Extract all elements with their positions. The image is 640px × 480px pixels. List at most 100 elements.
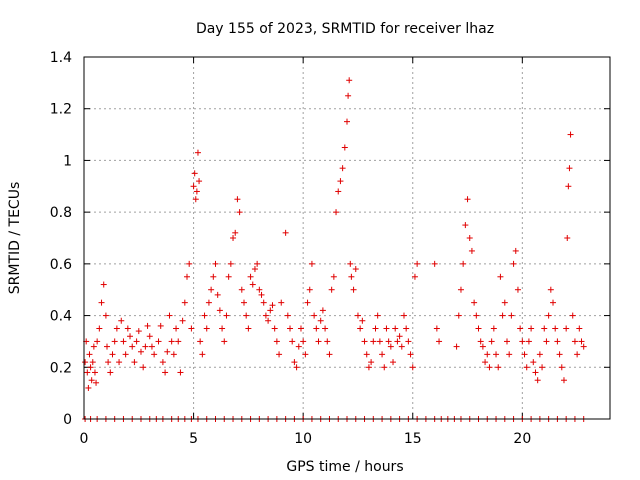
data-point [179, 317, 186, 324]
data-point [563, 325, 570, 332]
data-point [365, 364, 372, 371]
data-point [170, 351, 177, 358]
data-point [164, 348, 171, 355]
data-point [317, 317, 324, 324]
x-axis-label: GPS time / hours [286, 459, 403, 475]
data-point [495, 364, 502, 371]
y-tick-label: 0.2 [50, 360, 72, 376]
data-point [168, 338, 175, 345]
data-point [324, 338, 331, 345]
data-point [140, 364, 147, 371]
data-point [503, 338, 510, 345]
data-point [113, 325, 120, 332]
data-point [431, 260, 438, 267]
data-point [93, 379, 100, 386]
data-point [84, 369, 91, 376]
data-point [243, 312, 250, 319]
data-point [273, 338, 280, 345]
data-point [89, 359, 96, 366]
data-point [157, 322, 164, 329]
data-point [471, 299, 478, 306]
data-point [346, 77, 353, 84]
y-tick-label: 1 [63, 153, 72, 169]
data-point [254, 260, 261, 267]
data-point [199, 351, 206, 358]
data-point [381, 364, 388, 371]
data-point [359, 317, 366, 324]
data-point [339, 165, 346, 172]
data-point [403, 325, 410, 332]
data-point [475, 325, 482, 332]
data-point [111, 338, 118, 345]
data-point [506, 351, 513, 358]
axis-ticks: 0 0.2 0.4 0.6 0.8 1 1.2 1.4 0 5 10 15 20 [50, 50, 610, 447]
data-point [547, 286, 554, 293]
data-point [490, 325, 497, 332]
grid-lines [84, 57, 610, 419]
data-point [245, 325, 252, 332]
data-point [262, 312, 269, 319]
data-point [223, 312, 230, 319]
data-point [193, 188, 200, 195]
data-point [289, 338, 296, 345]
data-point [282, 229, 289, 236]
data-point [523, 364, 530, 371]
data-point [517, 325, 524, 332]
data-point [528, 325, 535, 332]
data-point [376, 338, 383, 345]
data-point [236, 209, 243, 216]
data-point [186, 260, 193, 267]
data-point [201, 312, 208, 319]
data-point [554, 338, 561, 345]
data-point [398, 343, 405, 350]
data-point [567, 131, 574, 138]
data-point [565, 183, 572, 190]
data-point [181, 299, 188, 306]
data-point [124, 325, 131, 332]
data-point [221, 338, 228, 345]
data-point [291, 359, 298, 366]
data-point [137, 348, 144, 355]
data-point [564, 235, 571, 241]
data-point [328, 286, 335, 293]
data-point [100, 281, 107, 288]
data-point [335, 188, 342, 195]
data-point [234, 196, 241, 203]
data-point [499, 312, 506, 319]
data-point [333, 209, 340, 216]
data-point [390, 359, 397, 366]
data-point [146, 333, 153, 340]
data-point [295, 343, 302, 350]
data-point [155, 338, 162, 345]
data-point [319, 307, 326, 314]
data-point [129, 343, 136, 350]
data-point [142, 343, 149, 350]
data-point [271, 325, 278, 332]
data-point [396, 333, 403, 340]
data-point [361, 338, 368, 345]
data-point [256, 286, 263, 293]
data-point [135, 328, 142, 335]
data-point [91, 369, 98, 376]
data-point [519, 338, 526, 345]
data-point [464, 196, 471, 203]
data-point [131, 359, 138, 366]
data-point [457, 286, 464, 293]
data-point [191, 170, 198, 177]
data-point [407, 351, 414, 358]
data-point [225, 273, 232, 280]
data-point [374, 312, 381, 319]
data-point [127, 333, 134, 340]
data-point [514, 286, 521, 293]
data-point [212, 260, 219, 267]
data-point [311, 312, 318, 319]
data-point [460, 260, 467, 267]
data-point [525, 338, 532, 345]
data-point [363, 351, 370, 358]
data-point [411, 273, 418, 280]
data-point [86, 351, 93, 358]
data-point [82, 359, 89, 366]
data-point [330, 273, 337, 280]
data-point [436, 338, 443, 345]
data-point [462, 222, 469, 229]
